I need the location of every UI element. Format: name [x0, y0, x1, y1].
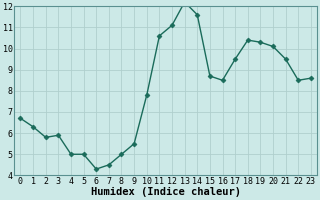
- X-axis label: Humidex (Indice chaleur): Humidex (Indice chaleur): [91, 187, 241, 197]
